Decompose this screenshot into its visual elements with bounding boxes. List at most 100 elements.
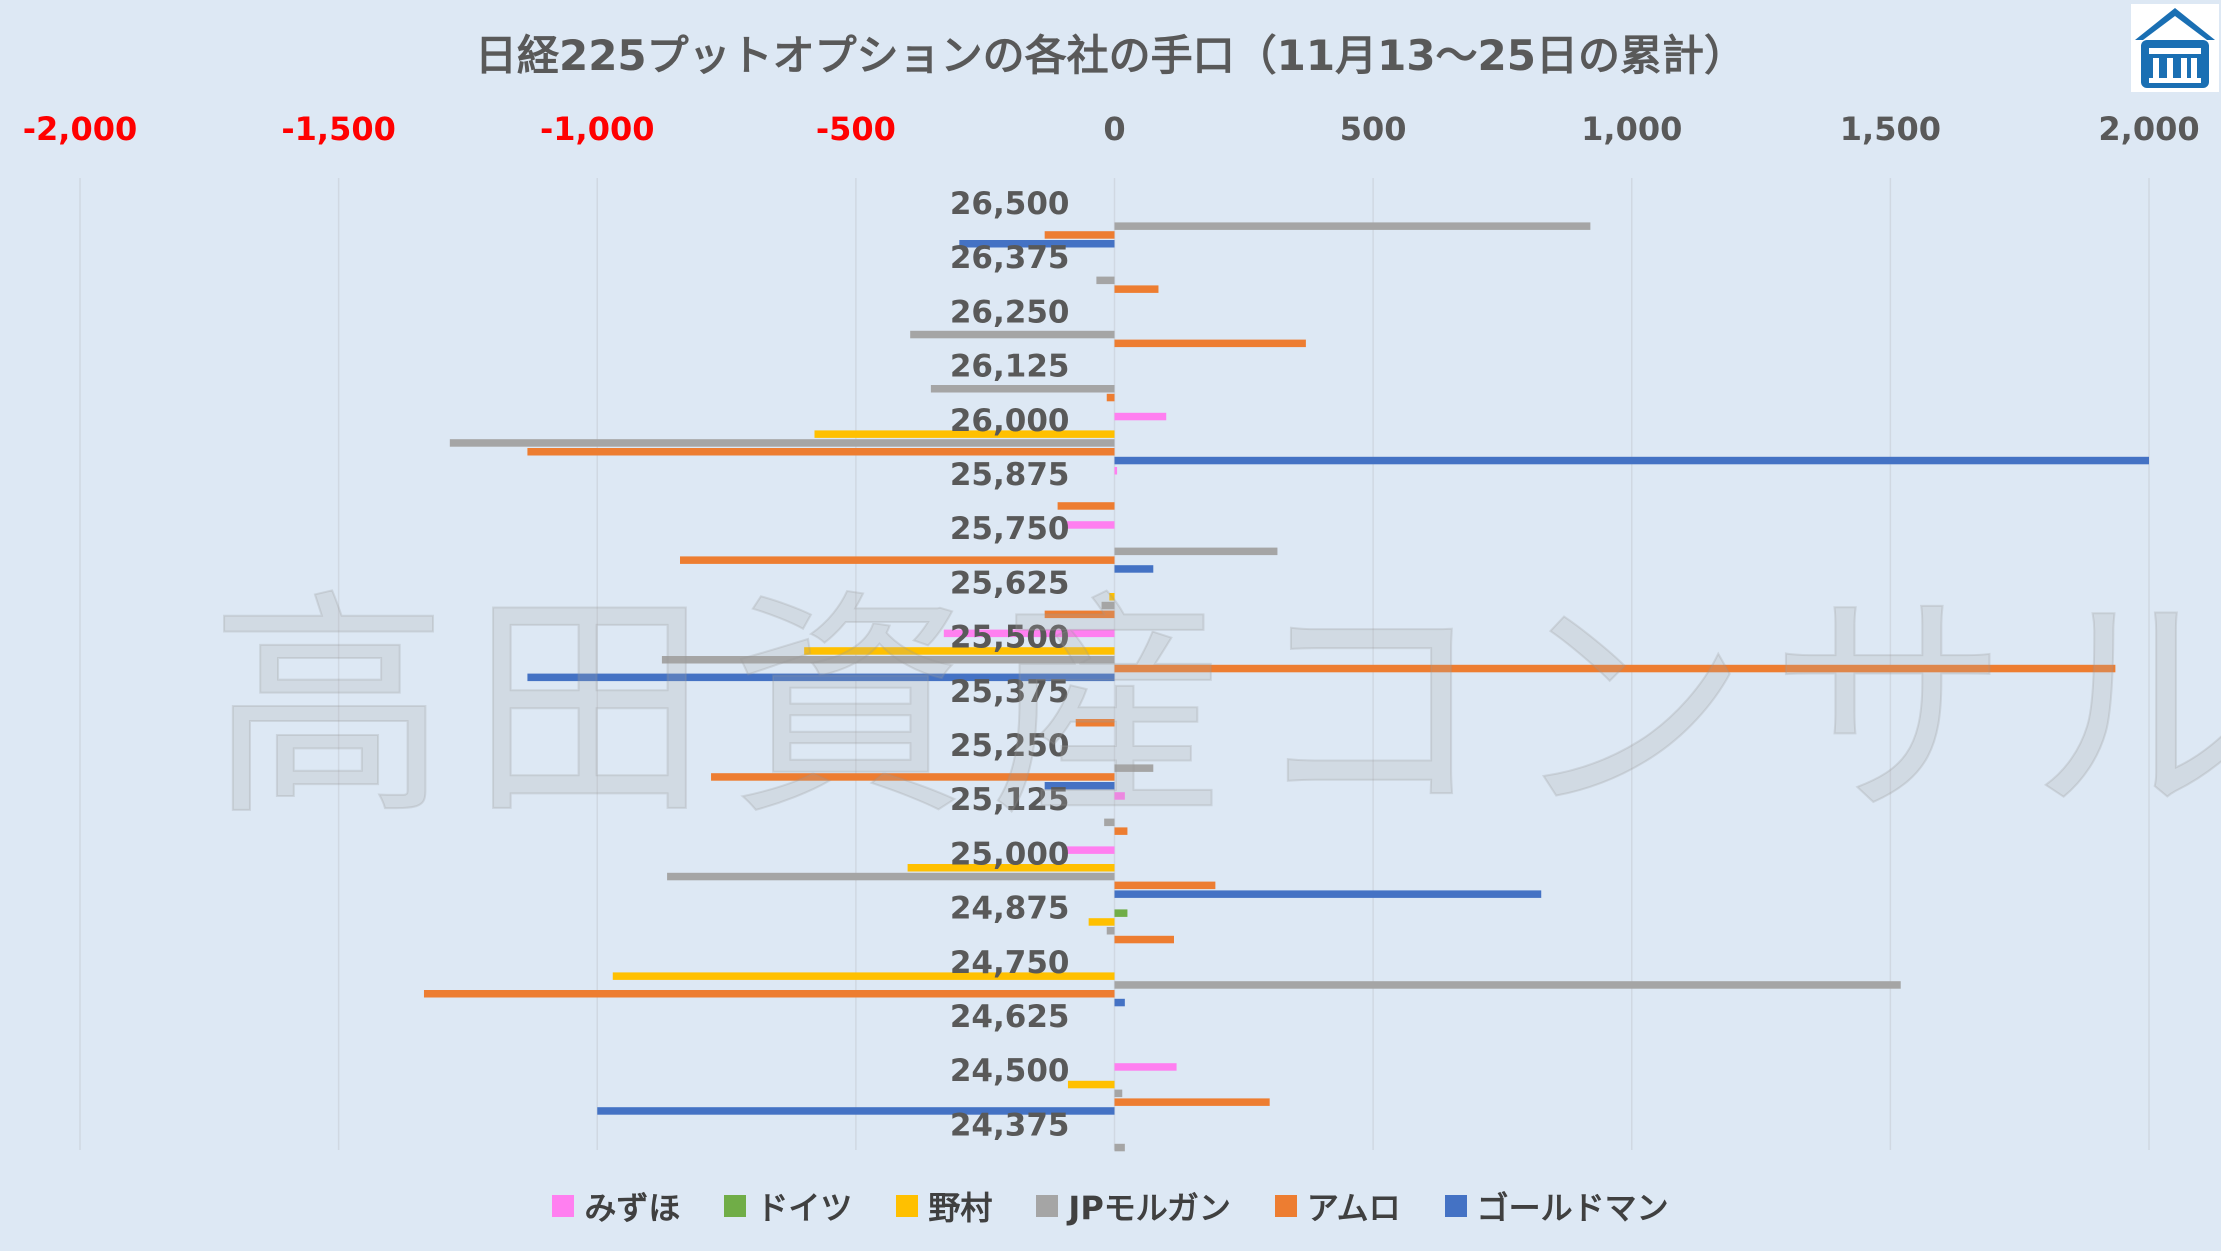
bar: [1114, 981, 1901, 989]
bar: [907, 864, 1115, 872]
bar: [1114, 1098, 1270, 1106]
legend-item: ドイツ: [724, 1183, 852, 1229]
bar: [1114, 1089, 1123, 1098]
x-tick-label: 2,000: [2098, 110, 2199, 148]
bar: [680, 556, 1115, 564]
bar: [612, 972, 1115, 980]
bar: [1114, 222, 1591, 230]
bar: [1088, 918, 1115, 926]
legend-item: ゴールドマン: [1444, 1183, 1669, 1229]
bar: [1114, 792, 1125, 800]
x-tick-label: -1,500: [281, 110, 396, 148]
category-label: 24,750: [950, 945, 1070, 981]
bar: [1044, 610, 1115, 619]
bar: [1114, 547, 1278, 556]
bar: [1114, 998, 1125, 1007]
bar: [597, 1107, 1115, 1115]
bar: [1057, 502, 1115, 510]
bar: [667, 872, 1115, 881]
bar: [1062, 521, 1115, 529]
bar: [423, 990, 1115, 998]
bar: [449, 439, 1115, 447]
category-label: 25,875: [950, 457, 1070, 493]
x-tick-label: -2,000: [23, 110, 138, 148]
ticks-layer: -2,000 -1,500 -1,000 -500 0 500 1,000 1,500 2,00…: [23, 110, 2200, 148]
bar: [527, 448, 1115, 456]
legend-swatch: [1036, 1195, 1059, 1217]
bar: [1114, 285, 1159, 293]
bar: [1114, 456, 2149, 465]
x-tick-label: 0: [1103, 110, 1125, 148]
bar: [1114, 339, 1306, 348]
bar: [1101, 601, 1115, 610]
bar: [1106, 393, 1115, 402]
category-label: 26,125: [950, 349, 1070, 385]
category-label: 24,875: [950, 891, 1070, 927]
bar: [1114, 827, 1128, 835]
category-label: 24,500: [950, 1053, 1070, 1089]
bar: [814, 430, 1115, 438]
bar: [1114, 565, 1154, 573]
legend: みずほ ドイツ 野村 JPモルガン アムロ ゴールドマン: [0, 1183, 2221, 1229]
category-label: 26,250: [950, 294, 1070, 330]
legend-swatch: [896, 1195, 919, 1217]
bar: [1114, 909, 1128, 917]
bar: [1106, 927, 1115, 935]
category-label: 24,375: [950, 1107, 1070, 1143]
bar: [661, 656, 1115, 664]
bar: [1114, 881, 1216, 890]
category-label: 24,625: [950, 999, 1070, 1035]
category-label: 25,750: [950, 511, 1070, 547]
bar: [959, 240, 1115, 248]
legend-label: ドイツ: [756, 1189, 853, 1227]
bar: [943, 629, 1115, 638]
x-tick-label: -1,000: [540, 110, 655, 148]
bar: [1114, 1143, 1125, 1152]
bar: [1109, 593, 1115, 601]
bar: [1044, 231, 1115, 239]
bar: [1114, 1063, 1177, 1071]
bar: [1104, 818, 1115, 827]
chart-title: 日経225プットオプションの各社の手口（11月13〜25日の累計）: [474, 31, 1746, 80]
category-label: 25,625: [950, 565, 1070, 601]
category-label: 25,125: [950, 782, 1070, 818]
bar: [1114, 764, 1154, 772]
bar: [910, 330, 1115, 339]
x-tick-label: -500: [816, 110, 896, 148]
takada-logo: [2131, 4, 2219, 92]
category-label: 25,500: [950, 620, 1070, 656]
category-label: 26,000: [950, 403, 1070, 439]
bar: [1096, 276, 1115, 285]
legend-item: みずほ: [552, 1183, 680, 1229]
logo-icon: [2135, 8, 2215, 88]
bars-layer: [423, 222, 2149, 1152]
legend-swatch: [724, 1195, 747, 1217]
bar: [527, 673, 1115, 682]
bar: [1044, 782, 1115, 790]
bar: [930, 385, 1115, 393]
legend-label: アムロ: [1306, 1189, 1401, 1227]
bar: [1062, 846, 1115, 854]
bar: [1114, 935, 1174, 944]
x-tick-label: 500: [1340, 110, 1407, 148]
legend-swatch: [1274, 1195, 1297, 1217]
category-label: 25,375: [950, 674, 1070, 710]
bar: [1114, 412, 1167, 421]
x-tick-label: 1,000: [1581, 110, 1682, 148]
bar: [804, 647, 1115, 655]
category-label: 26,500: [950, 186, 1070, 222]
category-labels-layer: 26,500 26,375 26,250 26,125 26,000 25,875 25,7…: [950, 186, 1070, 1143]
category-label: 26,375: [950, 240, 1070, 276]
bar: [1075, 719, 1115, 727]
legend-swatch: [1444, 1195, 1467, 1217]
legend-label: ゴールドマン: [1476, 1189, 1669, 1227]
legend-label: 野村: [928, 1189, 993, 1227]
watermark-text: 高田資産コンサル: [209, 570, 2221, 849]
legend-item: JPモルガン: [1036, 1183, 1231, 1229]
legend-item: アムロ: [1274, 1183, 1401, 1229]
bar: [1114, 467, 1118, 475]
legend-swatch: [552, 1195, 575, 1217]
legend-label: みずほ: [584, 1189, 681, 1227]
